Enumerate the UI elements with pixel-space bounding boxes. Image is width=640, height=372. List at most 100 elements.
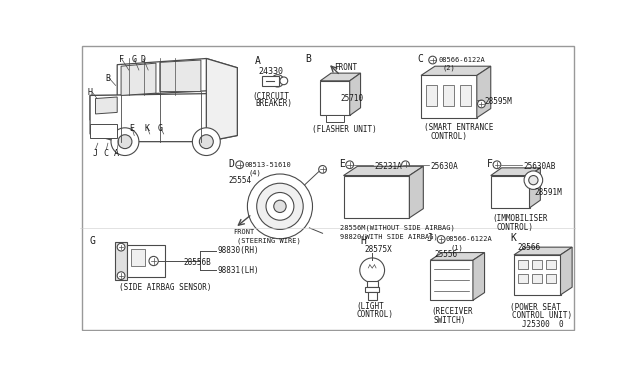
Bar (460, 85, 472, 106)
Text: (IMMOBILISER: (IMMOBILISER (492, 214, 548, 223)
Bar (546, 274, 556, 283)
Text: D: D (140, 55, 145, 64)
Text: C: C (417, 54, 423, 64)
Circle shape (477, 100, 485, 108)
Bar (426, 85, 437, 106)
Circle shape (319, 166, 326, 173)
Text: 25554: 25554 (229, 176, 252, 185)
Text: E: E (129, 124, 134, 133)
Text: CONTROL): CONTROL) (497, 222, 534, 231)
Text: SWITCH): SWITCH) (433, 316, 466, 325)
Text: (SMART ENTRANCE: (SMART ENTRANCE (424, 123, 493, 132)
Circle shape (236, 161, 244, 169)
Bar (131, 250, 145, 266)
Circle shape (280, 77, 288, 85)
Bar (115, 242, 127, 280)
Text: BREAKER): BREAKER) (255, 99, 292, 108)
Text: C: C (103, 150, 108, 158)
Text: 08566-6122A: 08566-6122A (446, 236, 493, 243)
Polygon shape (514, 247, 572, 255)
Polygon shape (410, 166, 423, 218)
Text: 25231A: 25231A (374, 162, 403, 171)
Polygon shape (344, 176, 410, 218)
Text: A: A (254, 56, 260, 66)
Text: (2): (2) (443, 65, 456, 71)
Text: J: J (92, 150, 97, 158)
Bar (518, 274, 528, 283)
Text: 28575X: 28575X (364, 245, 392, 254)
Text: A: A (114, 150, 119, 158)
Circle shape (199, 135, 213, 148)
Text: D: D (229, 158, 235, 169)
Circle shape (271, 75, 284, 87)
Text: 25556: 25556 (434, 250, 458, 259)
Text: 24330: 24330 (259, 67, 284, 76)
Bar (365, 287, 379, 292)
Text: 25710: 25710 (340, 94, 364, 103)
Circle shape (493, 161, 501, 169)
Text: (LIGHT: (LIGHT (356, 302, 385, 311)
Text: 28591M: 28591M (534, 188, 562, 197)
Polygon shape (421, 66, 491, 76)
Circle shape (402, 161, 410, 169)
Polygon shape (473, 253, 484, 300)
Text: 28595M: 28595M (484, 97, 512, 106)
Circle shape (529, 176, 538, 185)
Text: CONTROL): CONTROL) (356, 310, 394, 319)
Bar (518, 260, 528, 269)
Polygon shape (421, 76, 477, 118)
Text: B: B (106, 74, 111, 83)
Text: H: H (360, 235, 367, 246)
Polygon shape (90, 96, 117, 120)
Text: J25300  0: J25300 0 (522, 320, 563, 329)
Text: 25630A: 25630A (430, 162, 458, 171)
Polygon shape (117, 58, 237, 96)
Text: 98830(RH): 98830(RH) (217, 246, 259, 256)
Text: 28556M(WITHOUT SIDE AIRBAG): 28556M(WITHOUT SIDE AIRBAG) (340, 225, 454, 231)
Text: G: G (157, 124, 163, 133)
Circle shape (429, 56, 436, 64)
Circle shape (274, 200, 286, 212)
Text: F: F (119, 55, 124, 64)
Text: (CIRCUIT: (CIRCUIT (253, 92, 290, 100)
Polygon shape (514, 255, 561, 295)
Circle shape (117, 272, 125, 279)
Polygon shape (491, 168, 540, 176)
Text: K: K (145, 124, 149, 133)
Circle shape (346, 161, 353, 169)
Text: B: B (305, 54, 310, 64)
Text: (POWER SEAT: (POWER SEAT (510, 302, 561, 312)
Text: (FLASHER UNIT): (FLASHER UNIT) (312, 125, 377, 135)
Text: G: G (131, 55, 136, 64)
Polygon shape (529, 168, 540, 208)
Text: H: H (88, 88, 93, 97)
Bar (90, 124, 117, 138)
Polygon shape (320, 81, 349, 115)
Circle shape (111, 128, 139, 155)
Bar (262, 76, 279, 86)
Text: FRONT: FRONT (234, 230, 255, 235)
Text: (4): (4) (249, 169, 262, 176)
Bar (532, 274, 542, 283)
Text: 98820(WITH SIDE AIRBAG): 98820(WITH SIDE AIRBAG) (340, 233, 437, 240)
Polygon shape (430, 253, 484, 260)
Text: CONTROL UNIT): CONTROL UNIT) (513, 311, 573, 320)
Text: 08566-6122A: 08566-6122A (438, 57, 485, 63)
Polygon shape (349, 73, 360, 115)
Circle shape (360, 258, 385, 283)
Text: (1): (1) (451, 244, 463, 251)
Circle shape (118, 135, 132, 148)
Text: 08513-51610: 08513-51610 (244, 162, 291, 168)
Text: (RECEIVER: (RECEIVER (432, 307, 474, 316)
Text: (SIDE AIRBAG SENSOR): (SIDE AIRBAG SENSOR) (119, 283, 211, 292)
Text: 28556B: 28556B (184, 258, 212, 267)
Text: E: E (340, 158, 346, 169)
Text: 25630AB: 25630AB (524, 162, 556, 171)
Text: 98831(LH): 98831(LH) (217, 266, 259, 275)
Polygon shape (95, 97, 117, 114)
Bar (367, 292, 377, 299)
Polygon shape (121, 63, 156, 96)
Circle shape (117, 243, 125, 251)
Bar (532, 260, 542, 269)
Text: CONTROL): CONTROL) (430, 132, 467, 141)
